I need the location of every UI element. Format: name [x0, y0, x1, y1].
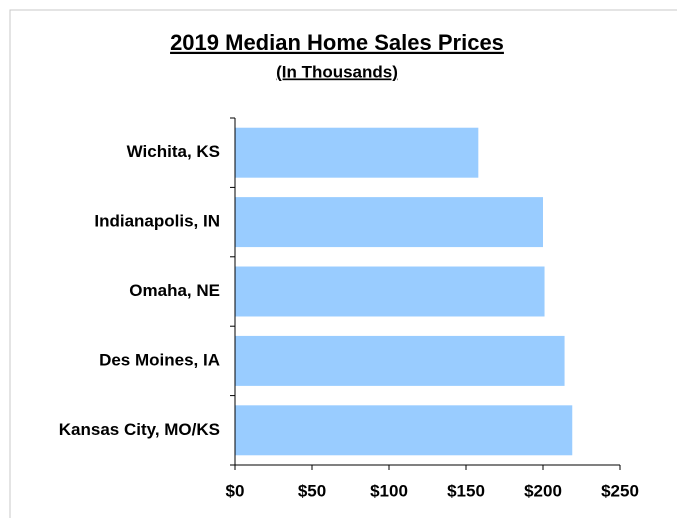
- y-tick-label: Des Moines, IA: [99, 350, 220, 369]
- y-tick-label: Omaha, NE: [129, 281, 220, 300]
- bar: [235, 266, 545, 317]
- x-tick-label: $0: [226, 481, 245, 500]
- x-tick-label: $100: [370, 481, 408, 500]
- bar: [235, 127, 479, 178]
- bar: [235, 405, 573, 456]
- chart-frame: [9, 9, 677, 518]
- x-tick-label: $150: [447, 481, 485, 500]
- x-tick-label: $250: [601, 481, 639, 500]
- chart-title: 2019 Median Home Sales Prices: [170, 30, 504, 55]
- x-tick-label: $50: [298, 481, 326, 500]
- x-tick-label: $200: [524, 481, 562, 500]
- y-tick-label: Wichita, KS: [127, 142, 220, 161]
- bar: [235, 197, 543, 248]
- bar: [235, 335, 565, 386]
- y-tick-label: Kansas City, MO/KS: [59, 420, 220, 439]
- y-tick-label: Indianapolis, IN: [94, 212, 220, 231]
- chart-subtitle: (In Thousands): [276, 62, 398, 81]
